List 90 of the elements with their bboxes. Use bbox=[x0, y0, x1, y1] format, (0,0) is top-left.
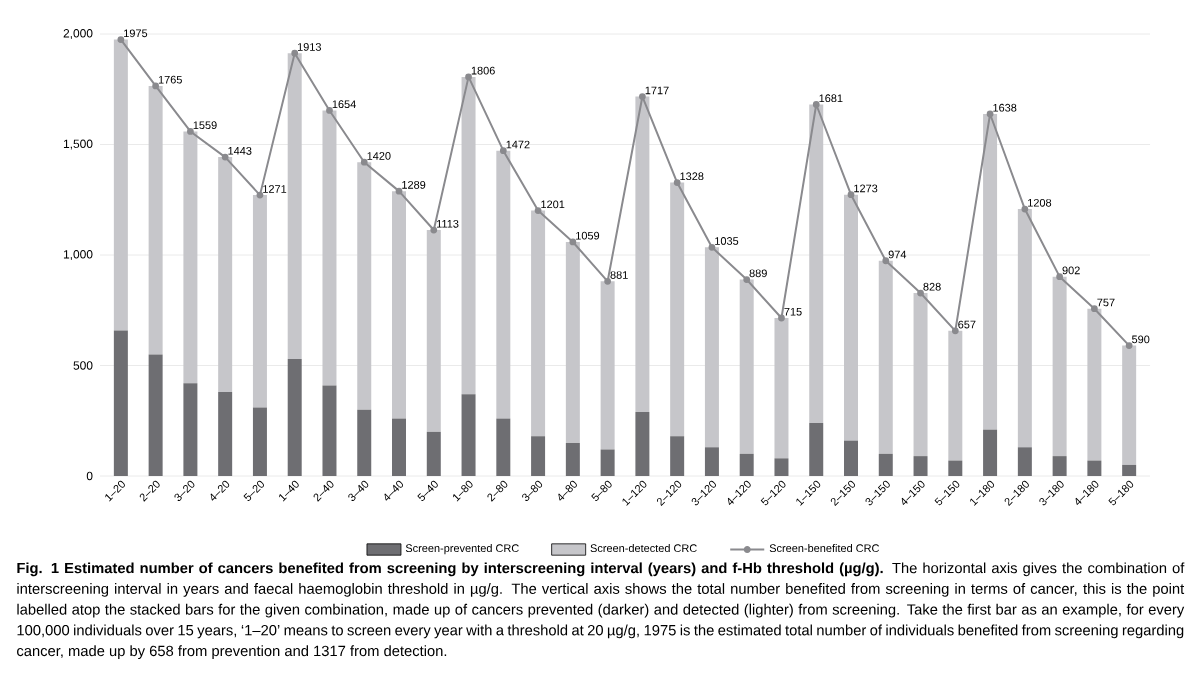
bar bbox=[392, 191, 407, 419]
point bbox=[1125, 342, 1133, 350]
bar bbox=[113, 330, 128, 477]
point bbox=[360, 158, 368, 166]
bar bbox=[496, 418, 511, 477]
bar bbox=[1122, 464, 1137, 477]
bar bbox=[774, 458, 789, 477]
point bbox=[847, 191, 855, 199]
bar bbox=[1017, 447, 1032, 477]
bar bbox=[357, 162, 372, 410]
bar bbox=[670, 436, 685, 477]
point bbox=[465, 73, 472, 81]
bar bbox=[322, 110, 337, 386]
point bbox=[256, 191, 264, 199]
bar bbox=[531, 436, 546, 477]
point bbox=[1091, 305, 1098, 313]
point bbox=[986, 110, 994, 118]
point bbox=[1021, 205, 1029, 213]
point bbox=[187, 128, 194, 135]
bar bbox=[565, 241, 580, 443]
bar bbox=[218, 392, 233, 477]
bar bbox=[183, 383, 198, 477]
bar bbox=[322, 385, 337, 477]
point bbox=[221, 153, 229, 161]
bar bbox=[1017, 209, 1032, 448]
point bbox=[569, 238, 577, 246]
bar bbox=[1087, 460, 1102, 477]
bar bbox=[496, 150, 511, 419]
bar bbox=[739, 279, 754, 454]
point bbox=[395, 187, 403, 195]
bar bbox=[739, 453, 754, 477]
point bbox=[117, 36, 125, 43]
point bbox=[1056, 273, 1064, 281]
bar bbox=[148, 354, 163, 477]
bar bbox=[983, 429, 998, 477]
bar bbox=[878, 260, 893, 454]
bar bbox=[774, 317, 789, 459]
bar bbox=[252, 407, 267, 477]
bar bbox=[844, 440, 859, 477]
bar bbox=[252, 195, 267, 408]
bar bbox=[948, 330, 963, 461]
point bbox=[604, 277, 612, 285]
bar bbox=[704, 247, 719, 448]
bar bbox=[983, 114, 998, 430]
bar bbox=[635, 96, 650, 412]
bar bbox=[461, 394, 476, 477]
bar bbox=[670, 182, 685, 437]
bar bbox=[809, 422, 824, 477]
point bbox=[430, 226, 438, 234]
bar bbox=[287, 53, 302, 359]
bar bbox=[600, 449, 615, 477]
point bbox=[743, 276, 751, 283]
point bbox=[291, 49, 299, 57]
point bbox=[708, 243, 716, 251]
point bbox=[882, 257, 890, 265]
bar bbox=[287, 358, 302, 477]
point bbox=[499, 147, 507, 155]
point bbox=[639, 93, 646, 100]
bar bbox=[913, 293, 928, 457]
bar bbox=[1052, 456, 1067, 477]
bar bbox=[426, 230, 441, 432]
bar bbox=[531, 210, 546, 437]
bar bbox=[357, 409, 372, 477]
bar bbox=[635, 411, 650, 477]
bar bbox=[878, 453, 893, 477]
bar bbox=[183, 131, 198, 384]
bar bbox=[426, 431, 441, 477]
bar bbox=[461, 76, 476, 395]
bar bbox=[600, 281, 615, 450]
bar bbox=[844, 194, 859, 441]
bar bbox=[113, 39, 128, 331]
point bbox=[534, 207, 542, 214]
point bbox=[917, 289, 924, 297]
bar bbox=[1122, 345, 1137, 465]
bar bbox=[1087, 308, 1102, 461]
bar bbox=[1052, 276, 1067, 457]
bar bbox=[218, 157, 233, 393]
bar bbox=[913, 456, 928, 477]
bar bbox=[809, 104, 824, 423]
point bbox=[152, 82, 160, 90]
point bbox=[778, 314, 785, 322]
bar bbox=[948, 460, 963, 477]
point bbox=[673, 179, 681, 186]
point bbox=[326, 107, 333, 114]
bar bbox=[392, 418, 407, 477]
bar bbox=[565, 442, 580, 477]
bar bbox=[704, 447, 719, 477]
bar bbox=[148, 85, 163, 355]
point bbox=[812, 101, 820, 108]
point bbox=[951, 327, 959, 335]
